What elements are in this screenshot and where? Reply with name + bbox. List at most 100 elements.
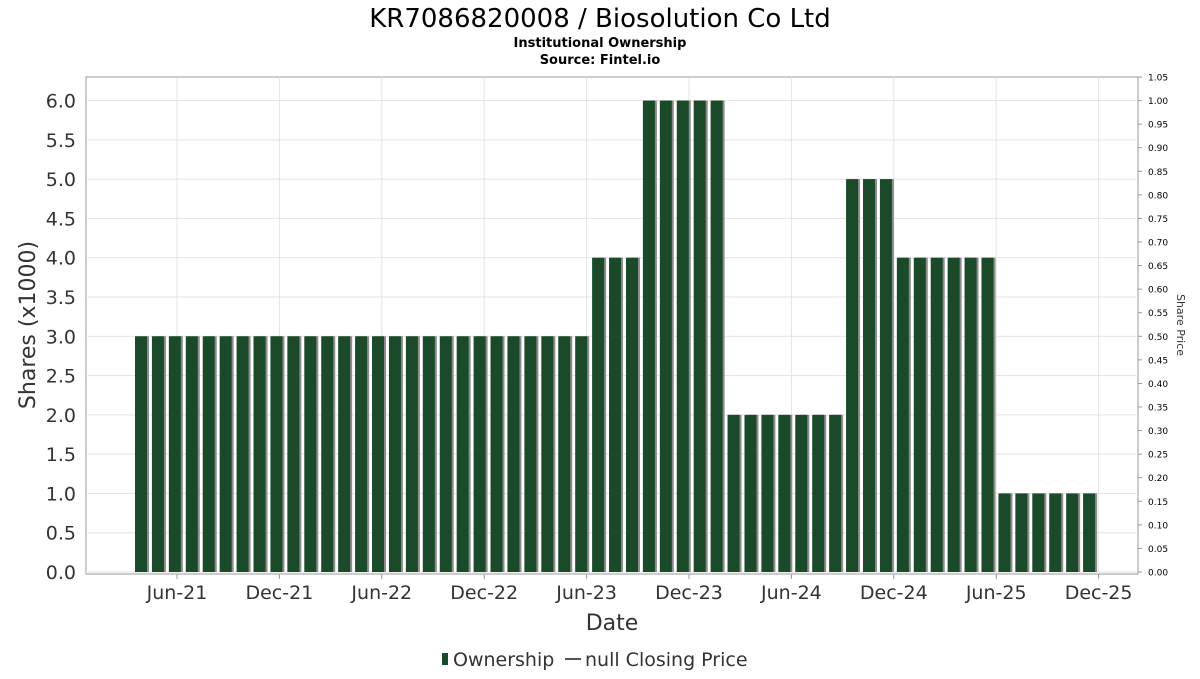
y-axis-ticks: 0.0 0.5 1.0 1.5 2.0 2.5 3.0 3.5 4.0 4.5 5.0 5.5 6.0 bbox=[46, 91, 76, 584]
ownership-bar bbox=[490, 336, 503, 572]
ownership-bar bbox=[355, 336, 368, 572]
y2-tick-label: 0.25 bbox=[1148, 451, 1168, 461]
ownership-bar bbox=[135, 336, 147, 572]
y2-tick-label: 1.05 bbox=[1148, 74, 1168, 84]
ownership-bar bbox=[168, 336, 181, 572]
y-tick-label: 1.5 bbox=[46, 444, 76, 466]
ownership-bar bbox=[507, 336, 520, 572]
y-tick-label: 4.5 bbox=[46, 208, 76, 230]
ownership-bar bbox=[930, 257, 943, 572]
y-tick-label: 1.0 bbox=[46, 483, 76, 505]
x-tick-label: Jun-25 bbox=[965, 582, 1027, 604]
ownership-bar bbox=[304, 336, 317, 572]
y2-tick-label: 0.30 bbox=[1148, 427, 1168, 437]
y-tick-label: 5.5 bbox=[46, 130, 76, 152]
ownership-bar bbox=[388, 336, 401, 572]
ownership-bar bbox=[896, 257, 909, 572]
ownership-bar bbox=[575, 336, 588, 572]
y2-tick-label: 0.95 bbox=[1148, 121, 1168, 131]
y2-tick-label: 0.55 bbox=[1148, 309, 1168, 319]
ownership-bar bbox=[1083, 493, 1096, 572]
ownership-bar bbox=[947, 257, 960, 572]
x-axis-label: Date bbox=[586, 611, 639, 636]
ownership-bar bbox=[422, 336, 435, 572]
ownership-bar bbox=[473, 336, 486, 572]
x-tick-label: Dec-23 bbox=[655, 582, 723, 604]
y2-tick-label: 0.00 bbox=[1148, 569, 1168, 579]
y2-tick-label: 0.75 bbox=[1148, 215, 1168, 225]
y2-axis-ticks: 0.00 0.05 0.10 0.15 0.20 0.25 0.30 0.35 0.40 0.45… bbox=[1138, 74, 1168, 579]
ownership-bar bbox=[795, 414, 808, 572]
y-tick-label: 2.0 bbox=[46, 405, 76, 427]
ownership-bar bbox=[812, 414, 825, 572]
ownership-bar bbox=[642, 100, 655, 573]
y-tick-label: 4.0 bbox=[46, 248, 76, 270]
x-axis-ticks: Jun-21 Dec-21 Jun-22 Dec-22 Jun-23 Dec-23 Jun-… bbox=[146, 574, 1133, 604]
ownership-bar bbox=[846, 179, 859, 572]
y-tick-label: 0.0 bbox=[46, 562, 76, 584]
ownership-bar bbox=[879, 179, 892, 572]
x-tick-label: Jun-24 bbox=[760, 582, 822, 604]
ownership-bar bbox=[236, 336, 249, 572]
y-tick-label: 0.5 bbox=[46, 523, 76, 545]
ownership-bar bbox=[625, 257, 638, 572]
ownership-bar bbox=[913, 257, 926, 572]
ownership-bar bbox=[1066, 493, 1079, 572]
y-axis-label: Shares (x1000) bbox=[16, 241, 41, 409]
ownership-bar bbox=[524, 336, 537, 572]
ownership-bar bbox=[744, 414, 757, 572]
ownership-bar bbox=[778, 414, 791, 572]
ownership-bar bbox=[829, 414, 842, 572]
x-tick-label: Dec-24 bbox=[860, 582, 928, 604]
y2-tick-label: 0.20 bbox=[1148, 474, 1168, 484]
y2-tick-label: 0.85 bbox=[1148, 168, 1168, 178]
x-tick-label: Jun-22 bbox=[350, 582, 412, 604]
y2-tick-label: 0.35 bbox=[1148, 404, 1168, 414]
ownership-bar bbox=[676, 100, 689, 573]
chart-title: KR7086820008 / Biosolution Co Ltd bbox=[369, 4, 831, 34]
x-tick-label: Dec-25 bbox=[1065, 582, 1133, 604]
y2-tick-label: 1.00 bbox=[1148, 97, 1168, 107]
chart-subtitle-1: Institutional Ownership bbox=[514, 36, 687, 51]
y2-tick-label: 0.15 bbox=[1148, 498, 1168, 508]
ownership-bar bbox=[270, 336, 283, 572]
ownership-bar bbox=[541, 336, 554, 572]
ownership-bar bbox=[287, 336, 300, 572]
ownership-bar bbox=[439, 336, 452, 572]
y-tick-label: 3.0 bbox=[46, 326, 76, 348]
y-tick-label: 2.5 bbox=[46, 366, 76, 388]
legend: Ownership null Closing Price bbox=[442, 649, 748, 671]
legend-ownership-label: Ownership bbox=[453, 649, 554, 671]
ownership-bar bbox=[558, 336, 571, 572]
y-tick-label: 6.0 bbox=[46, 91, 76, 113]
ownership-bar bbox=[727, 414, 740, 572]
y-tick-label: 5.0 bbox=[46, 169, 76, 191]
y2-tick-label: 0.60 bbox=[1148, 286, 1168, 296]
y2-tick-label: 0.80 bbox=[1148, 191, 1168, 201]
ownership-bar bbox=[998, 493, 1011, 572]
ownership-bar bbox=[1032, 493, 1045, 572]
ownership-bar bbox=[592, 257, 605, 572]
ownership-bar bbox=[253, 336, 266, 572]
x-tick-label: Dec-22 bbox=[450, 582, 518, 604]
ownership-bar bbox=[338, 336, 351, 572]
bar-group bbox=[135, 100, 1098, 573]
y2-tick-label: 0.50 bbox=[1148, 333, 1168, 343]
y2-axis-label: Share Price bbox=[1174, 294, 1187, 356]
ownership-bar bbox=[761, 414, 774, 572]
y2-tick-label: 0.70 bbox=[1148, 239, 1168, 249]
x-tick-label: Dec-21 bbox=[245, 582, 313, 604]
chart-subtitle-2: Source: Fintel.io bbox=[540, 53, 661, 68]
ownership-bar bbox=[456, 336, 469, 572]
ownership-bar bbox=[405, 336, 418, 572]
ownership-bar bbox=[981, 257, 994, 572]
ownership-bar bbox=[219, 336, 232, 572]
y2-tick-label: 0.05 bbox=[1148, 545, 1168, 555]
y2-tick-label: 0.40 bbox=[1148, 380, 1168, 390]
x-tick-label: Jun-21 bbox=[146, 582, 208, 604]
ownership-bar bbox=[151, 336, 164, 572]
ownership-bar bbox=[1049, 493, 1062, 572]
y2-tick-label: 0.10 bbox=[1148, 521, 1168, 531]
